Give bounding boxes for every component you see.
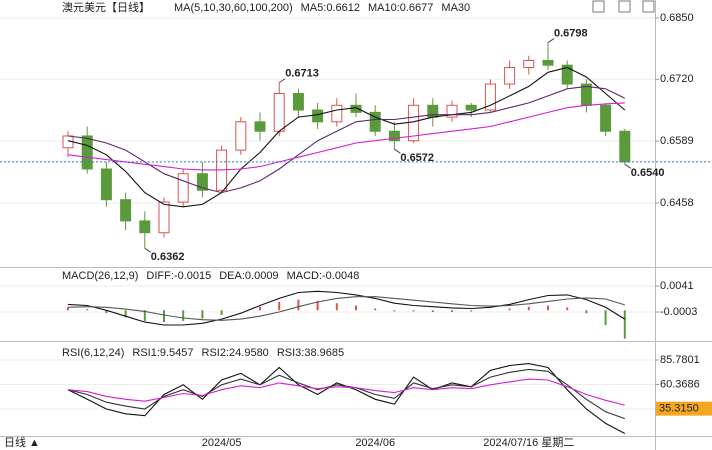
y-tick-label: 0.6458: [660, 197, 694, 209]
legend-entry: RSI(6,12,24): [62, 347, 124, 359]
chart-title: 澳元美元: [62, 1, 106, 14]
series-line: [67, 378, 625, 406]
y-tick-label: 0.0041: [660, 280, 694, 292]
candle-body: [254, 121, 266, 132]
candle-body: [100, 168, 112, 201]
footer-label: 日线 ▲: [4, 435, 40, 449]
current-value-label: 35.3150: [659, 403, 699, 415]
legend-entry: MA(5,10,30,60,100,200): [174, 2, 293, 14]
legend-entry: RSI1:9.5457: [132, 347, 193, 359]
icon[interactable]: [618, 0, 631, 13]
annotation: 0.6798: [554, 27, 588, 39]
candle-body: [523, 59, 535, 69]
annotation-pointer: [394, 148, 401, 154]
candle-body: [120, 199, 132, 222]
series-line: [67, 290, 626, 326]
annotation-pointer: [278, 78, 286, 84]
candle-body: [177, 173, 189, 203]
series-line: [67, 102, 625, 171]
period-label: 【日线】: [106, 0, 150, 14]
candle-body: [504, 67, 516, 85]
current-value-box: [656, 401, 712, 416]
legend-entry: MACD:-0.0048: [287, 270, 360, 282]
legend-entry: MACD(26,12,9): [62, 270, 138, 282]
annotation: 0.6713: [285, 68, 319, 80]
candle-body: [484, 83, 496, 111]
legend-entry: MA10:0.6677: [368, 2, 433, 14]
annotation: 0.6540: [631, 167, 665, 179]
legend-entry: DEA:0.0009: [219, 270, 278, 282]
candle-body: [292, 92, 304, 111]
candle-body: [619, 130, 631, 163]
candle-body: [561, 64, 573, 85]
candle-body: [446, 104, 458, 118]
legend-entry: RSI3:38.9685: [277, 347, 344, 359]
candle-body: [81, 135, 93, 170]
annotation: 0.6362: [151, 251, 185, 263]
series-line: [67, 296, 625, 321]
x-tick-label: 2024/05: [202, 437, 242, 449]
candle-body: [312, 109, 324, 123]
icon[interactable]: [592, 0, 605, 13]
candle-body: [235, 121, 247, 151]
series-line: [67, 85, 626, 194]
candle-body: [196, 173, 208, 191]
candle-body: [158, 201, 170, 234]
y-tick-label: -0.0003: [660, 306, 697, 318]
legend-entry: DIFF:-0.0015: [146, 270, 211, 282]
candle-body: [139, 220, 151, 234]
candle-body: [369, 111, 381, 132]
series-line: [67, 66, 626, 208]
candle-body: [273, 92, 285, 132]
annotation-pointer: [624, 163, 632, 169]
legend-entry: RSI2:24.9580: [202, 347, 269, 359]
y-tick-label: 85.7801: [660, 354, 700, 366]
x-tick-label: 2024/07/16 星期二: [483, 436, 574, 449]
y-tick-label: 0.6589: [660, 135, 694, 147]
candle-body: [388, 130, 400, 142]
candle-body: [465, 104, 477, 111]
toolbar-icons[interactable]: [592, 0, 655, 13]
y-tick-label: 0.6850: [660, 12, 694, 24]
y-tick-label: 0.6720: [660, 73, 694, 85]
annotation-pointer: [547, 38, 555, 43]
candle-body: [600, 104, 612, 132]
legend-entry: MA5:0.6612: [301, 2, 360, 14]
legend-entry: MA30: [441, 2, 470, 14]
candle-body: [542, 59, 554, 66]
annotation: 0.6572: [400, 152, 434, 164]
annotation-pointer: [144, 247, 152, 253]
candle-body: [408, 104, 420, 142]
x-tick-label: 2024/06: [355, 437, 395, 449]
icon[interactable]: [642, 0, 655, 13]
y-tick-label: 60.3686: [660, 378, 700, 390]
candle-body: [331, 104, 343, 123]
